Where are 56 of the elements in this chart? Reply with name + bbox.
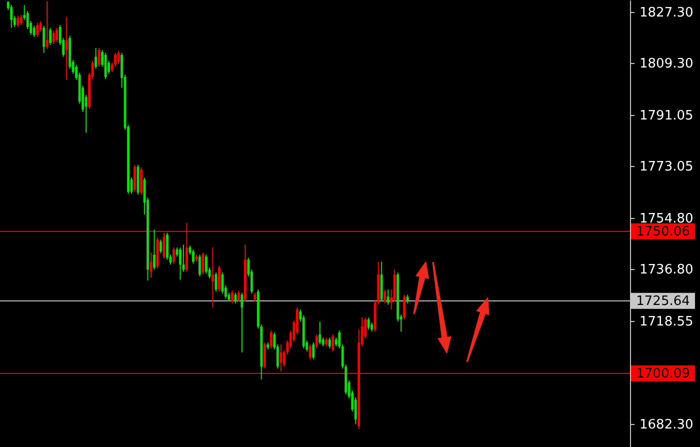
candlestick [10,4,13,28]
candlestick [104,52,107,80]
candlestick [172,247,175,264]
candlestick [98,48,100,68]
candlestick [332,334,334,352]
candlestick [49,27,52,46]
y-tick-label: 1827.30 [640,5,694,20]
candlestick [65,16,68,80]
candlestick [386,289,390,306]
candlestick [20,14,22,26]
candlestick [192,249,194,264]
candlestick [140,167,142,196]
candlestick [312,342,315,360]
candlestick [270,330,272,349]
candlestick [160,239,162,254]
candlestick [367,316,370,330]
candlestick [315,334,318,349]
y-tick-label: 1682.30 [640,417,694,432]
candlestick [46,0,48,50]
candlestick [218,265,220,292]
y-tick-label: 1736.80 [640,262,694,278]
ref-line-label: 1725.64 [636,294,690,309]
candlestick [403,294,406,320]
candlestick [32,25,36,38]
y-tick-label: 1718.55 [640,314,694,330]
candlestick [202,252,204,276]
candlestick [263,342,266,370]
candlestick [240,292,244,353]
candlestick [237,290,240,302]
candlestick [94,48,98,70]
y-tick-label: 1754.80 [640,211,694,226]
candlestick [42,25,46,54]
candlestick [234,292,237,304]
candlestick [56,27,58,43]
candlestick [36,22,39,38]
candlestick [134,164,136,192]
candlestick [230,290,234,304]
candlestick [198,254,201,277]
candlestick [52,30,55,45]
ref-line-label: 1750.06 [636,224,690,240]
candlestick [166,232,168,260]
y-tick-label: 1809.30 [640,56,694,72]
candlestick [211,247,214,308]
candlestick [214,272,218,292]
candlestick [384,289,386,304]
candlestick [318,321,322,345]
y-tick-label: 1791.05 [640,108,694,124]
candlestick [308,344,312,360]
ref-line-label: 1700.09 [636,366,690,382]
candlestick [16,15,20,28]
candlestick [179,247,182,280]
candlestick [221,272,224,294]
candlestick [204,254,208,274]
candlestick [328,337,331,349]
candlestick [153,229,156,270]
y-tick-label: 1773.05 [640,160,694,175]
